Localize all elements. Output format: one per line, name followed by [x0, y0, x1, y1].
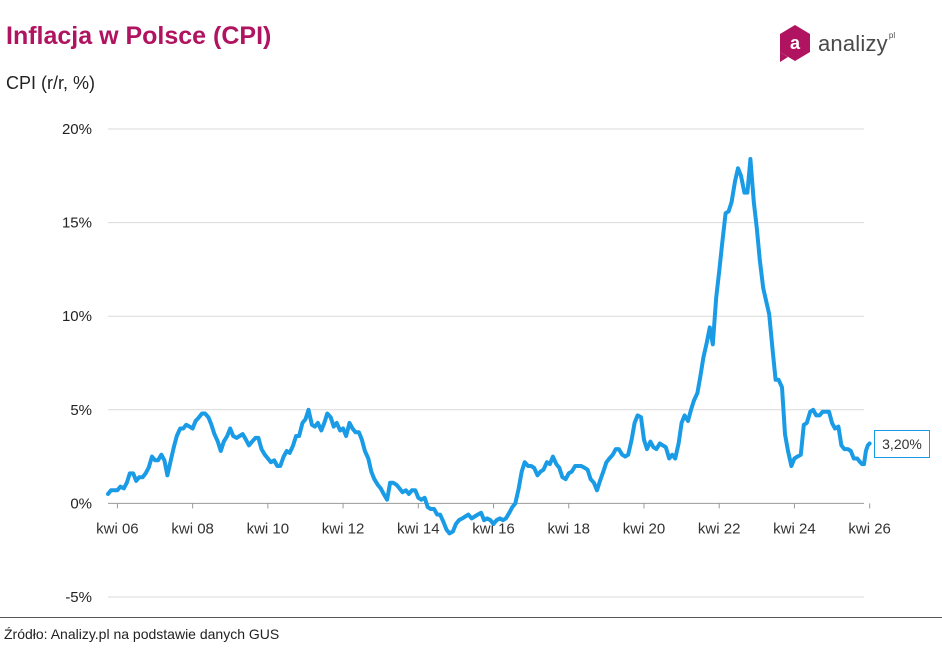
cpi-series-line — [106, 157, 872, 536]
chart-title: Inflacja w Polsce (CPI) — [6, 22, 272, 50]
x-tick-label: kwi 18 — [547, 520, 590, 537]
chart-subtitle: CPI (r/r, %) — [6, 73, 95, 93]
last-value-callout: 3,20% — [874, 430, 930, 458]
x-tick-label: kwi 06 — [96, 520, 139, 537]
y-tick-label: 15% — [62, 215, 92, 232]
x-tick-label: kwi 26 — [848, 520, 891, 537]
x-tick-label: kwi 24 — [773, 520, 816, 537]
y-tick-label: 20% — [62, 121, 92, 138]
y-tick-label: -5% — [65, 589, 92, 606]
x-tick-label: kwi 14 — [397, 520, 440, 537]
y-tick-label: 5% — [70, 402, 92, 419]
analizy-logo[interactable]: a analizy pl — [778, 22, 895, 66]
x-tick-label: kwi 16 — [472, 520, 515, 537]
x-tick-label: kwi 22 — [698, 520, 741, 537]
x-tick-label: kwi 12 — [322, 520, 365, 537]
analizy-logo-icon: a — [780, 25, 810, 62]
analizy-logo-letter: a — [790, 33, 801, 53]
analizy-logo-suffix: pl — [888, 30, 896, 40]
x-tick-label: kwi 10 — [247, 520, 290, 537]
y-tick-label: 0% — [70, 495, 92, 512]
source-note: Źródło: Analizy.pl na podstawie danych G… — [4, 626, 280, 642]
analizy-logo-text: analizy — [818, 31, 888, 56]
x-tick-label: kwi 08 — [171, 520, 214, 537]
x-tick-label: kwi 20 — [623, 520, 666, 537]
y-tick-label: 10% — [62, 308, 92, 325]
footer-divider — [0, 617, 942, 618]
